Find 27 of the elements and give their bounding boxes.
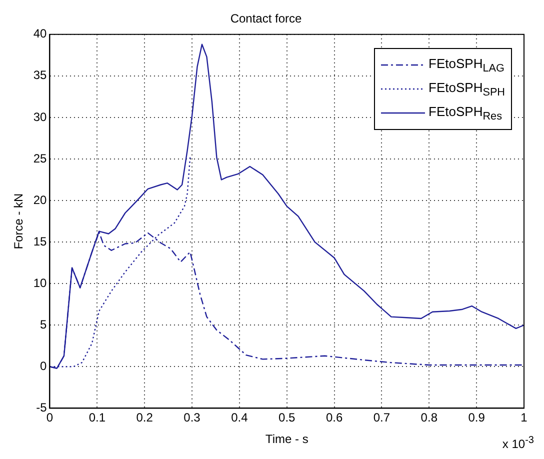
chart-title: Contact force: [230, 12, 302, 26]
y-tick-label: 5: [40, 317, 48, 332]
text: x 10$^{-3}$: [502, 435, 534, 451]
legend-label: FEtoSPH$_{Res}$: [428, 104, 502, 122]
x-tick-label: 0.4: [231, 410, 248, 425]
y-tick-label: 25: [33, 151, 48, 166]
legend-label: FEtoSPH$_{SPH}$: [428, 80, 505, 98]
x-axis-title: Time - s: [265, 432, 308, 446]
x-tick-label: 0.6: [326, 410, 343, 425]
y-tick-label: 15: [33, 234, 48, 248]
x-tick-label: 0.8: [420, 410, 438, 425]
y-tick-label: 10: [33, 276, 48, 290]
x-tick-label: 0.3: [184, 410, 201, 425]
y-tick-label: 40: [33, 26, 48, 41]
y-tick-label: -5: [36, 400, 48, 415]
y-tick-label: 0: [40, 358, 48, 373]
x-tick-label: 0.7: [373, 410, 390, 425]
y-tick-label: 20: [33, 192, 48, 207]
x-tick-label: 0.9: [468, 410, 486, 425]
x-tick-label: 0.2: [136, 410, 154, 425]
x-tick-label: 1: [520, 410, 528, 425]
y-tick-label: 30: [33, 110, 48, 124]
legend-label: FEtoSPH$_{LAG}$: [428, 56, 504, 74]
y-tick-label: 35: [33, 68, 48, 82]
x-tick-label: 0.1: [88, 410, 106, 425]
y-axis-title: Force - kN: [12, 193, 26, 250]
x-tick-label: 0.5: [278, 410, 296, 425]
